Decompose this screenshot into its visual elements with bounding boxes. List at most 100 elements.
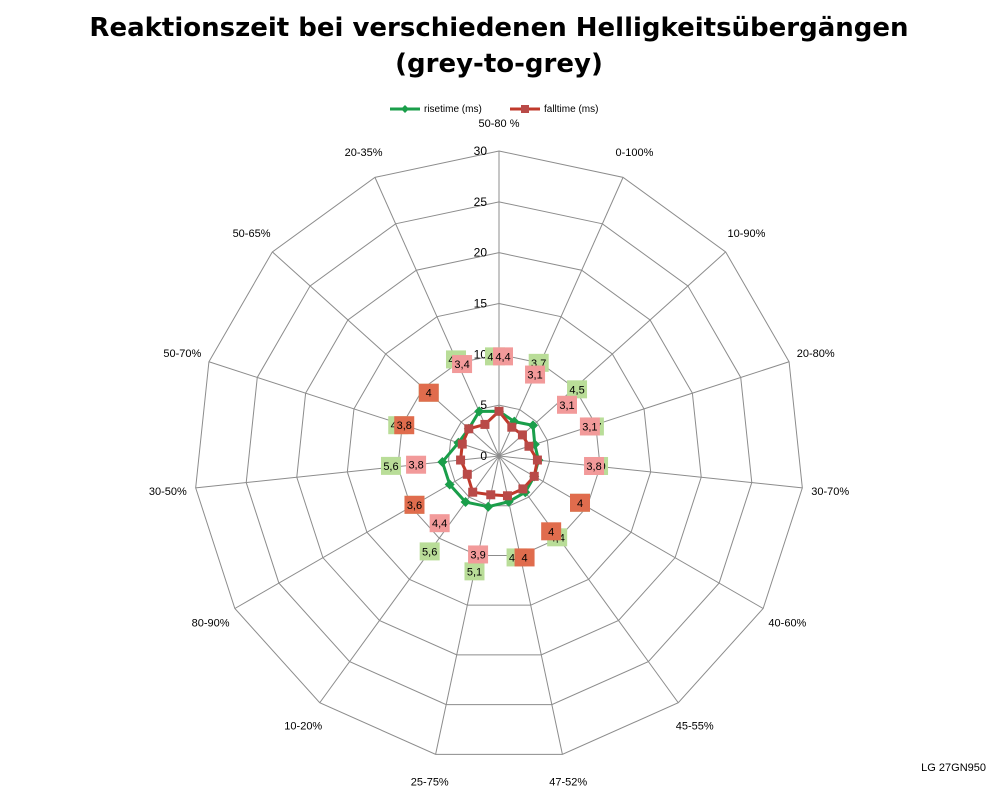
grid-spoke-9 (319, 455, 500, 704)
chart-title: Reaktionszeit bei verschiedenen Helligke… (0, 10, 998, 82)
grid-spoke-1 (498, 177, 624, 457)
fall-label-box-13 (418, 383, 439, 402)
category-label-8: 25-75% (411, 777, 449, 786)
monitor-model-label: LG 27GN950 (921, 762, 986, 774)
series-line-0 (440, 409, 540, 509)
fall-data-label-1: 3,1 (527, 370, 542, 382)
fall-label-box-11 (406, 455, 427, 474)
fall-data-label-9: 4,4 (432, 518, 447, 530)
fall-label-box-4 (584, 456, 605, 475)
fall-point-5 (529, 471, 539, 481)
radial-tick-label: 10 (474, 347, 488, 361)
grid-spoke-11 (195, 455, 500, 489)
radial-tick-label: 20 (474, 246, 488, 260)
fall-point-10 (462, 469, 472, 479)
grid-spoke-10 (234, 455, 500, 609)
legend-fall-swatch (510, 105, 540, 113)
category-label-0: 50-80 % (479, 118, 520, 130)
fall-label-box-10 (404, 495, 425, 514)
series-lines (437, 406, 544, 512)
fall-data-label-13: 4 (426, 388, 432, 400)
category-label-3: 20-80% (797, 348, 835, 360)
category-label-14: 20-35% (345, 147, 383, 159)
grid-spoke-3 (498, 361, 790, 457)
category-label-5: 40-60% (768, 618, 806, 630)
grid-spoke-12 (208, 361, 500, 457)
grid-spoke-4 (498, 455, 803, 489)
radar-grid (195, 150, 803, 755)
grid-ring-25 (245, 201, 753, 706)
radial-ticks: 0 5 10 15 20 25 30 (474, 144, 488, 463)
grid-ring-30 (195, 150, 803, 755)
legend-fall-label: falltime (ms) (544, 103, 599, 115)
series-line-1 (459, 409, 539, 498)
fall-point-11 (456, 455, 466, 465)
fall-point-2 (517, 430, 527, 440)
grid-ring-15 (346, 302, 652, 606)
rise-label-box-8 (464, 562, 485, 581)
fall-data-label-3: 3,1 (582, 421, 597, 433)
fall-label-box-2 (556, 395, 577, 414)
chart-title-line-2: (grey-to-grey) (395, 49, 603, 79)
rise-data-label-9: 5,6 (422, 546, 437, 558)
category-label-2: 10-90% (728, 228, 766, 240)
grid-spoke-6 (498, 455, 679, 704)
rise-label-box-11 (380, 456, 401, 475)
rise-point-10 (444, 479, 455, 490)
category-label-6: 45-55% (676, 720, 714, 732)
category-label-4: 30-70% (811, 486, 849, 498)
category-label-13: 50-65% (233, 228, 271, 240)
fall-label-box-14 (452, 355, 473, 374)
category-label-11: 30-50% (149, 486, 187, 498)
fall-label-box-0 (493, 347, 513, 366)
grid-spoke-13 (272, 251, 500, 457)
category-label-10: 80-90% (192, 618, 230, 630)
grid-ring-5 (447, 404, 551, 507)
radial-tick-label: 30 (474, 144, 488, 158)
category-labels: 50-80 % 0-100% 10-90% 20-80% 30-70% 40-60% 45-… (149, 118, 849, 786)
fall-data-label-2: 3,1 (559, 400, 574, 412)
fall-data-label-7: 4 (521, 552, 527, 564)
rise-point-2 (527, 420, 538, 431)
fall-data-label-4: 3,8 (586, 461, 601, 473)
fall-point-1 (507, 422, 517, 432)
fall-data-label-0: 4,4 (495, 351, 510, 363)
legend-entry-fall: falltime (ms) (510, 100, 598, 118)
fall-point-3 (524, 441, 534, 451)
radial-tick-label: 0 (480, 449, 487, 463)
rise-point-14 (474, 406, 485, 417)
legend-rise-label: risetime (ms) (424, 103, 482, 115)
fall-label-box-3 (579, 417, 600, 436)
fall-data-label-5: 4 (577, 498, 583, 510)
radial-tick-label: 5 (480, 398, 487, 412)
rise-data-label-8: 5,1 (467, 566, 482, 578)
rise-point-8 (483, 501, 494, 512)
fall-data-label-14: 3,4 (454, 359, 469, 371)
fall-point-9 (468, 487, 478, 497)
category-label-7: 47-52% (549, 777, 587, 786)
legend: risetime (ms) falltime (ms) (0, 100, 998, 118)
grid-ring-10 (397, 353, 601, 556)
chart-title-line-1: Reaktionszeit bei verschiedenen Helligke… (89, 13, 909, 43)
rise-data-label-11: 5,6 (383, 461, 398, 473)
rise-label-box-9 (419, 542, 440, 561)
fall-label-box-12 (394, 416, 415, 435)
grid-ring-20 (296, 252, 702, 656)
radial-tick-label: 15 (474, 297, 488, 311)
rise-label-box-2 (567, 380, 588, 399)
fall-label-box-5 (570, 493, 591, 512)
category-label-12: 50-70% (163, 348, 201, 360)
fall-point-4 (532, 455, 542, 465)
fall-data-label-8: 3,9 (470, 549, 485, 561)
fall-label-box-9 (429, 514, 450, 533)
grid-spoke-5 (498, 455, 764, 609)
fall-data-label-6: 4 (548, 526, 554, 538)
rise-point-9 (460, 497, 471, 508)
fall-point-8 (486, 490, 496, 500)
fall-point-6 (518, 484, 528, 494)
fall-point-12 (457, 439, 467, 449)
fall-data-label-12: 3,8 (397, 420, 412, 432)
fall-point-7 (502, 491, 512, 501)
fall-point-14 (480, 419, 490, 429)
